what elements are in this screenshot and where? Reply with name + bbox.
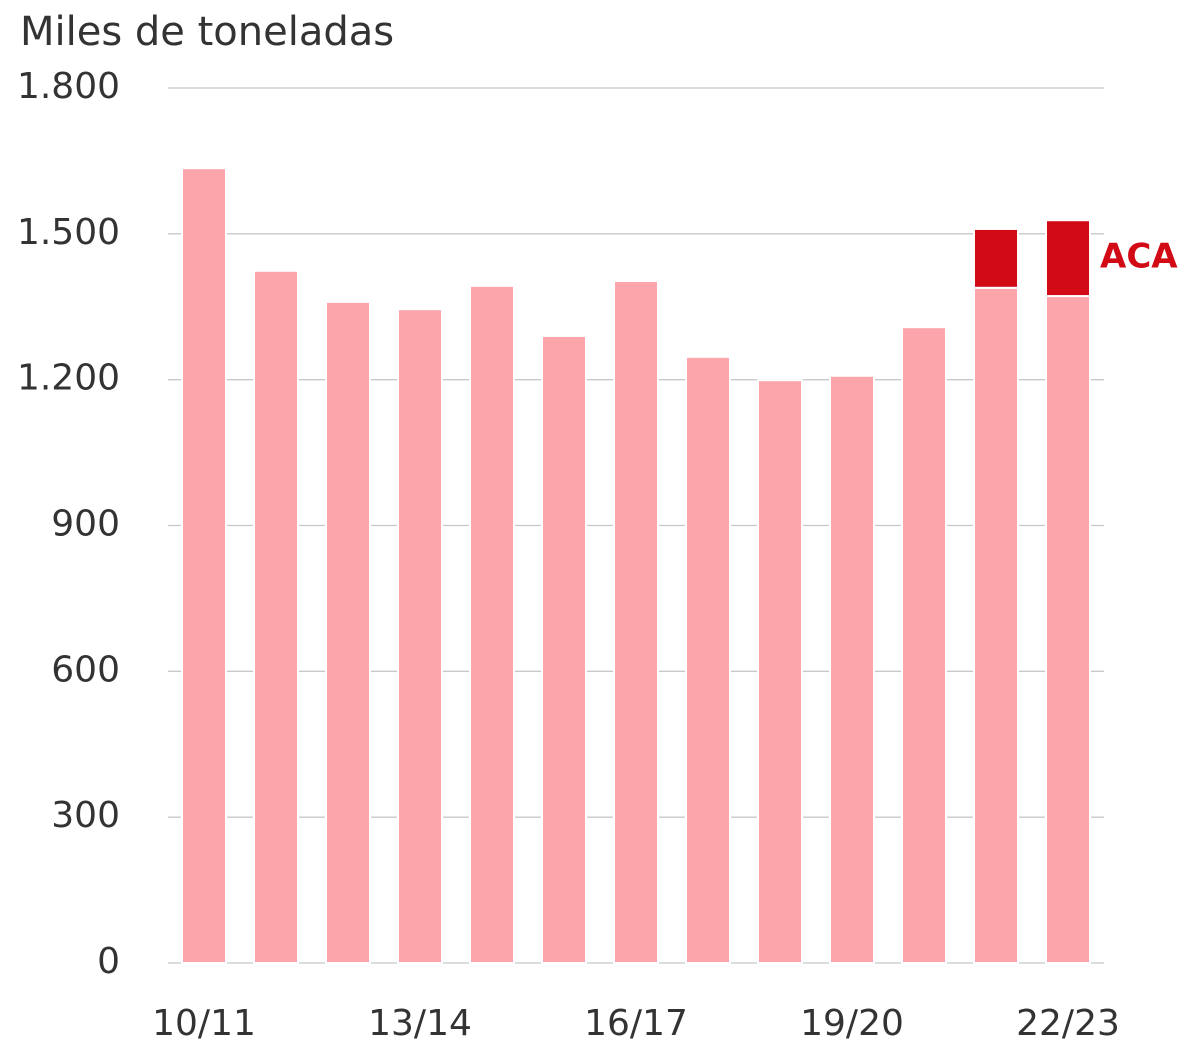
y-tick-label: 0: [97, 941, 120, 982]
bar: [541, 334, 587, 964]
x-tick-label: 10/11: [152, 1003, 256, 1044]
bar: [757, 379, 803, 964]
x-tick-label: 22/23: [1016, 1003, 1120, 1044]
y-tick-label: 600: [51, 649, 120, 690]
y-tick-label: 300: [51, 795, 120, 836]
bar: [973, 227, 1019, 289]
bar: [829, 374, 875, 964]
y-tick-label: 1.500: [17, 212, 120, 253]
series-label: ACA: [1100, 237, 1178, 277]
x-tick-label: 19/20: [800, 1003, 904, 1044]
bar: [181, 167, 227, 965]
chart-title: Miles de toneladas: [20, 9, 394, 55]
bar: [1045, 219, 1091, 298]
bar: [973, 286, 1019, 964]
bar: [469, 284, 515, 964]
y-tick-label: 900: [51, 504, 120, 545]
bar: [685, 355, 731, 964]
y-tick-label: 1.200: [17, 358, 120, 399]
bar: [253, 269, 299, 964]
bar: [613, 279, 659, 965]
x-tick-label: 13/14: [368, 1003, 472, 1044]
bar: [325, 300, 371, 964]
y-tick-label: 1.800: [17, 66, 120, 107]
x-tick-label: 16/17: [584, 1003, 688, 1044]
bar: [901, 326, 947, 964]
bar: [1045, 295, 1091, 964]
bar: [397, 308, 443, 964]
